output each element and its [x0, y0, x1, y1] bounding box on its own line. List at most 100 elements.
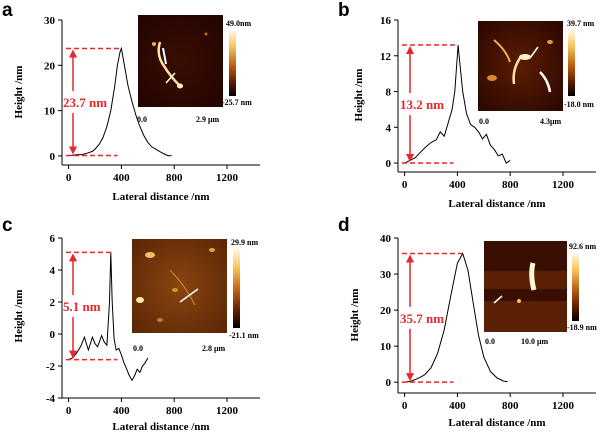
panel-a: a 0 400 800 1200 0 10 20 30 Height /nm Lateral … — [2, 0, 260, 203]
y-tick-label: 4 — [386, 122, 392, 134]
inset-scale-end: 2.9 μm — [196, 115, 220, 124]
x-tick-label: 400 — [113, 405, 130, 417]
height-profile-line — [404, 44, 511, 164]
colorbar-max-label: 49.0nm — [226, 19, 251, 28]
y-tick-label: 20 — [44, 60, 56, 72]
x-tick-label: 0 — [66, 172, 72, 184]
inset-scale-end: 10.0 μm — [521, 337, 549, 346]
x-tick-label: 400 — [113, 172, 130, 184]
x-tick-label: 1200 — [552, 400, 575, 412]
x-axis-label: Lateral distance /nm — [448, 417, 545, 429]
arrow-up-head — [406, 46, 414, 55]
arrow-down-head — [69, 146, 77, 155]
x-tick-label: 800 — [502, 179, 519, 191]
x-tick-label: 800 — [502, 400, 519, 412]
y-tick-label: 0 — [50, 329, 56, 341]
x-tick-label: 1200 — [552, 179, 575, 191]
y-tick-label: -2 — [46, 361, 56, 373]
y-axis-label: Height /nm — [13, 290, 25, 343]
height-profile-line — [404, 252, 508, 383]
y-tick-label: 40 — [380, 233, 392, 245]
colorbar-max-label: 92.6 nm — [569, 242, 596, 251]
scan-line-marker — [179, 288, 199, 303]
y-tick-label: 30 — [44, 15, 56, 27]
afm-inset-image — [132, 239, 227, 333]
y-tick-label: 30 — [380, 269, 392, 281]
axis-ticks: 0 400 800 1200 0 4 8 12 16 — [380, 15, 575, 191]
inset-scale-start: 0.0 — [137, 115, 147, 124]
inset-scale-start: 0.0 — [133, 344, 143, 353]
y-tick-label: 0 — [50, 151, 56, 163]
y-tick-label: 6 — [50, 233, 56, 245]
arrow-down-head — [406, 373, 414, 382]
x-axis-label: Lateral distance /nm — [112, 421, 209, 433]
y-tick-label: 12 — [380, 51, 392, 63]
height-profile-line — [71, 46, 172, 157]
y-tick-label: 4 — [50, 265, 56, 277]
y-tick-label: 2 — [50, 297, 56, 309]
panel-b: b 0 400 800 1200 0 4 8 12 16 Height /nm Lateral … — [338, 0, 596, 210]
height-annotation — [66, 47, 122, 157]
height-profile-line — [68, 252, 149, 382]
panel-letter-c: c — [2, 215, 13, 236]
y-axis-label: Height /nm — [13, 66, 25, 119]
colorbar-min-label: -18.9 nm — [567, 323, 597, 332]
x-tick-label: 0 — [402, 179, 408, 191]
y-tick-label: 10 — [44, 106, 56, 118]
height-annotation — [402, 44, 459, 164]
axis-ticks: 0 400 800 1200 0 10 20 30 — [44, 15, 239, 184]
panel-c: c 0 400 800 1200 -4 -2 0 2 4 6 Height /nm Lateral… — [2, 215, 260, 433]
colorbar-min-label: -18.0 nm — [564, 100, 594, 109]
color-scale-bar — [229, 30, 236, 96]
y-tick-label: 8 — [386, 87, 392, 99]
color-scale-bar — [568, 30, 575, 96]
height-annotation-label: 13.2 nm — [400, 97, 444, 112]
panel-letter-d: d — [338, 215, 350, 236]
x-tick-label: 400 — [449, 400, 466, 412]
axis-ticks: 0 400 800 1200 -4 -2 0 2 4 6 — [46, 233, 239, 417]
inset-scale-start: 0.0 — [485, 337, 495, 346]
y-axis-label: Height /nm — [349, 289, 361, 342]
arrow-down-head — [69, 350, 77, 359]
height-annotation — [66, 251, 118, 361]
panel-letter-b: b — [338, 0, 350, 21]
x-tick-label: 800 — [166, 172, 183, 184]
x-tick-label: 400 — [449, 179, 466, 191]
axis-ticks: 0 400 800 1200 0 10 20 30 40 — [380, 233, 575, 412]
y-tick-label: 0 — [386, 158, 392, 170]
x-tick-label: 800 — [166, 405, 183, 417]
y-tick-label: 16 — [380, 15, 392, 27]
arrow-up-head — [69, 49, 77, 58]
scan-line-marker — [493, 295, 503, 304]
colorbar-min-label: -25.7 nm — [222, 98, 252, 107]
arrow-up-head — [406, 254, 414, 263]
x-axis-label: Lateral distance /nm — [112, 191, 209, 203]
y-tick-label: 20 — [380, 305, 392, 317]
height-annotation-label: 5.1 nm — [63, 299, 101, 314]
height-annotation-label: 23.7 nm — [63, 95, 107, 110]
y-tick-label: -4 — [46, 393, 56, 405]
colorbar-min-label: -21.1 nm — [229, 331, 259, 340]
x-tick-label: 1200 — [216, 405, 239, 417]
x-tick-label: 0 — [66, 405, 72, 417]
y-tick-label: 10 — [380, 341, 392, 353]
colorbar-max-label: 29.9 nm — [231, 238, 258, 247]
afm-inset-image — [478, 21, 563, 111]
colorbar-max-label: 39.7 nm — [567, 19, 594, 28]
panel-letter-a: a — [2, 0, 13, 21]
afm-inset-image — [484, 241, 567, 332]
scan-line-marker — [529, 46, 539, 59]
x-axis-label: Lateral distance /nm — [448, 198, 545, 210]
inset-scale-end: 2.8 μm — [202, 344, 226, 353]
y-axis-label: Height /nm — [353, 69, 365, 122]
arrow-down-head — [406, 154, 414, 163]
color-scale-bar — [572, 253, 579, 321]
height-annotation — [402, 252, 463, 383]
panel-d: d 0 400 800 1200 0 10 20 30 40 Height /nm Latera… — [338, 215, 597, 429]
x-tick-label: 1200 — [216, 172, 239, 184]
y-tick-label: 0 — [386, 377, 392, 389]
afm-inset-image — [138, 15, 223, 107]
inset-scale-start: 0.0 — [479, 117, 489, 126]
height-annotation-label: 35.7 nm — [400, 311, 444, 326]
